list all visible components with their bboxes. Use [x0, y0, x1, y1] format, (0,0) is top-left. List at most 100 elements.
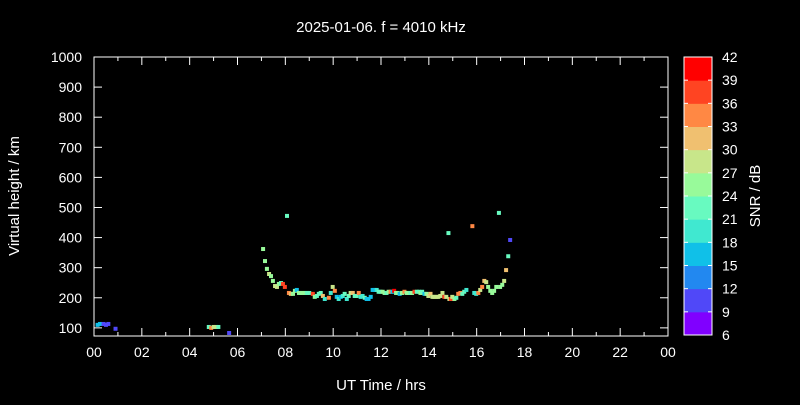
data-point [506, 254, 511, 259]
data-point [314, 293, 319, 298]
data-point [334, 294, 339, 299]
data-point [310, 291, 315, 296]
colorbar-band [684, 265, 712, 290]
x-tick-label: 10 [325, 344, 341, 360]
colorbar-tick-label: 24 [722, 188, 738, 204]
data-point [450, 294, 455, 299]
y-tick-label: 500 [59, 199, 83, 215]
data-point [282, 284, 287, 289]
y-tick-label: 900 [59, 79, 83, 95]
data-point [412, 289, 417, 294]
y-tick-label: 800 [59, 109, 83, 125]
colorbar: 42 39 36 33 30 27 24 21 18 15 12 9 6 [683, 49, 738, 343]
chart-title: 2025-01-06. f = 4010 kHz [296, 19, 466, 36]
colorbar-tick-label: 21 [722, 211, 738, 227]
data-point [322, 296, 327, 301]
data-point [103, 322, 108, 327]
data-point [300, 290, 305, 295]
data-point [372, 287, 377, 292]
data-point [428, 291, 433, 296]
data-point [402, 289, 407, 294]
plot-frame [93, 56, 669, 337]
data-point [484, 280, 489, 285]
data-point [397, 291, 402, 296]
data-point [410, 290, 415, 295]
y-tick-label: 200 [59, 290, 83, 306]
data-point [354, 293, 359, 298]
data-point [444, 294, 449, 299]
data-point [285, 213, 290, 218]
x-tick-label: 14 [421, 344, 437, 360]
x-tick-label: 20 [565, 344, 581, 360]
colorbar-tick-label: 15 [722, 258, 738, 274]
colorbar-band [684, 103, 712, 127]
data-point [470, 224, 475, 229]
data-point [288, 291, 293, 296]
colorbar-band [684, 57, 712, 81]
data-points [95, 210, 513, 335]
colorbar-label: SNR / dB [747, 165, 764, 228]
data-point [95, 322, 100, 327]
data-point [213, 324, 218, 329]
data-point [346, 293, 351, 298]
colorbar-band [684, 242, 712, 266]
data-point [432, 294, 437, 299]
data-point [101, 321, 106, 326]
data-point [356, 290, 361, 295]
x-tick-label: 22 [612, 344, 628, 360]
data-point [366, 296, 371, 301]
y-tick-label: 700 [59, 139, 83, 155]
data-point [424, 291, 429, 296]
y-tick-label: 300 [59, 260, 83, 276]
data-point [328, 290, 333, 295]
data-point [384, 290, 389, 295]
data-point [307, 290, 312, 295]
data-point [448, 296, 453, 301]
data-point [97, 321, 102, 326]
data-point [478, 287, 483, 292]
colorbar-band [684, 126, 712, 151]
y-tick-label: 400 [59, 230, 83, 246]
data-point [326, 295, 331, 300]
data-point [261, 247, 266, 252]
x-tick-label: 08 [278, 344, 294, 360]
data-point [330, 284, 335, 289]
data-point [267, 272, 272, 276]
data-point [474, 291, 479, 296]
colorbar-band [684, 149, 712, 174]
data-point [420, 289, 425, 294]
colorbar-tick-label: 6 [722, 327, 730, 343]
x-tick-label: 02 [134, 344, 150, 360]
data-point [280, 281, 285, 286]
data-point [440, 290, 445, 295]
data-point [490, 290, 495, 295]
data-point [508, 237, 513, 242]
data-point [350, 290, 355, 295]
data-point [486, 284, 491, 289]
colorbar-tick-label: 42 [722, 49, 738, 65]
x-tick-label: 18 [517, 344, 533, 360]
data-point [332, 288, 337, 293]
data-point [206, 324, 211, 329]
data-point [113, 326, 118, 331]
colorbar-tick-label: 39 [722, 72, 738, 88]
data-point [348, 290, 353, 295]
x-tick-label: 12 [373, 344, 389, 360]
data-point [400, 290, 405, 295]
colorbar-band [684, 196, 712, 220]
y-tick-label: 1000 [51, 49, 82, 65]
data-point [438, 293, 443, 298]
colorbar-tick-label: 27 [722, 165, 738, 181]
data-point [264, 266, 269, 271]
data-point [294, 287, 299, 292]
data-point [464, 287, 469, 292]
data-point [312, 294, 317, 299]
colorbar-tick-label: 9 [722, 304, 730, 320]
colorbar-band [684, 80, 712, 104]
x-tick-label: 16 [469, 344, 485, 360]
data-point [290, 291, 295, 296]
data-point [276, 281, 281, 286]
data-point [106, 321, 111, 326]
data-point [488, 288, 493, 293]
